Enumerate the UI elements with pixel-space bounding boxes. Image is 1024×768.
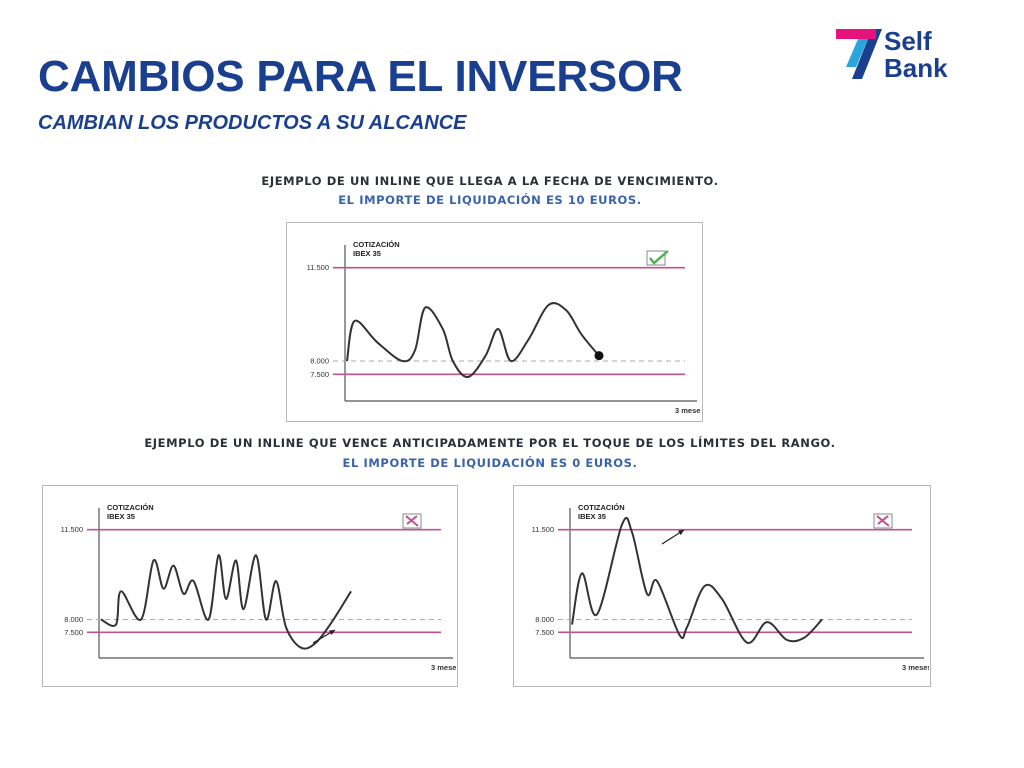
series-line xyxy=(100,554,352,650)
page-subtitle: CAMBIAN LOS PRODUCTOS A SU ALCANCE xyxy=(38,112,467,134)
y-tick-label: 11.500 xyxy=(307,263,329,272)
y-tick-label: 7.500 xyxy=(535,628,554,637)
top-caption-sub: EL IMPORTE DE LIQUIDACIÓN ES 10 EUROS. xyxy=(338,193,642,207)
pointer-arrow-head xyxy=(329,630,335,635)
y-tick-label: 8.000 xyxy=(64,615,83,624)
x-axis-label: 3 meses xyxy=(431,663,456,672)
y-tick-label: 7.500 xyxy=(64,628,83,637)
series-line xyxy=(346,302,600,379)
logo-text-bank: Bank xyxy=(884,53,948,83)
check-icon xyxy=(649,250,669,265)
chart-early-exit-high: COTIZACIÓN IBEX 35 3 meses 11.500 8.000 7.500 xyxy=(513,485,931,687)
end-marker xyxy=(594,351,604,361)
y-axis-title-line2: IBEX 35 xyxy=(353,249,381,258)
self-bank-logo: Self Bank xyxy=(836,27,986,83)
y-axis-title-line2: IBEX 35 xyxy=(578,512,606,521)
logo-text-self: Self xyxy=(884,26,932,56)
y-tick-label: 7.500 xyxy=(310,370,329,379)
y-axis-title: COTIZACIÓN xyxy=(353,240,400,249)
y-tick-label: 8.000 xyxy=(535,615,554,624)
y-tick-label: 11.500 xyxy=(532,525,554,534)
bottom-caption: EJEMPLO DE UN INLINE QUE VENCE ANTICIPAD… xyxy=(144,436,836,450)
bottom-caption-sub: EL IMPORTE DE LIQUIDACIÓN ES 0 EUROS. xyxy=(342,456,638,470)
cross-icon xyxy=(405,515,419,527)
check-box-icon xyxy=(646,250,666,266)
y-axis-title: COTIZACIÓN xyxy=(107,503,154,512)
pointer-arrow-head xyxy=(678,530,684,536)
series-line xyxy=(571,516,823,644)
logo-mark-icon xyxy=(836,29,882,79)
cross-icon xyxy=(876,515,890,527)
x-axis-label: 3 meses xyxy=(675,406,701,415)
top-caption: EJEMPLO DE UN INLINE QUE LLEGA A LA FECH… xyxy=(261,174,719,188)
y-axis-title: COTIZACIÓN xyxy=(578,503,625,512)
page-title: CAMBIOS PARA EL INVERSOR xyxy=(38,52,683,101)
x-axis-label: 3 meses xyxy=(902,663,929,672)
y-tick-label: 11.500 xyxy=(61,525,83,534)
y-axis-title-line2: IBEX 35 xyxy=(107,512,135,521)
y-tick-label: 8.000 xyxy=(310,357,329,366)
